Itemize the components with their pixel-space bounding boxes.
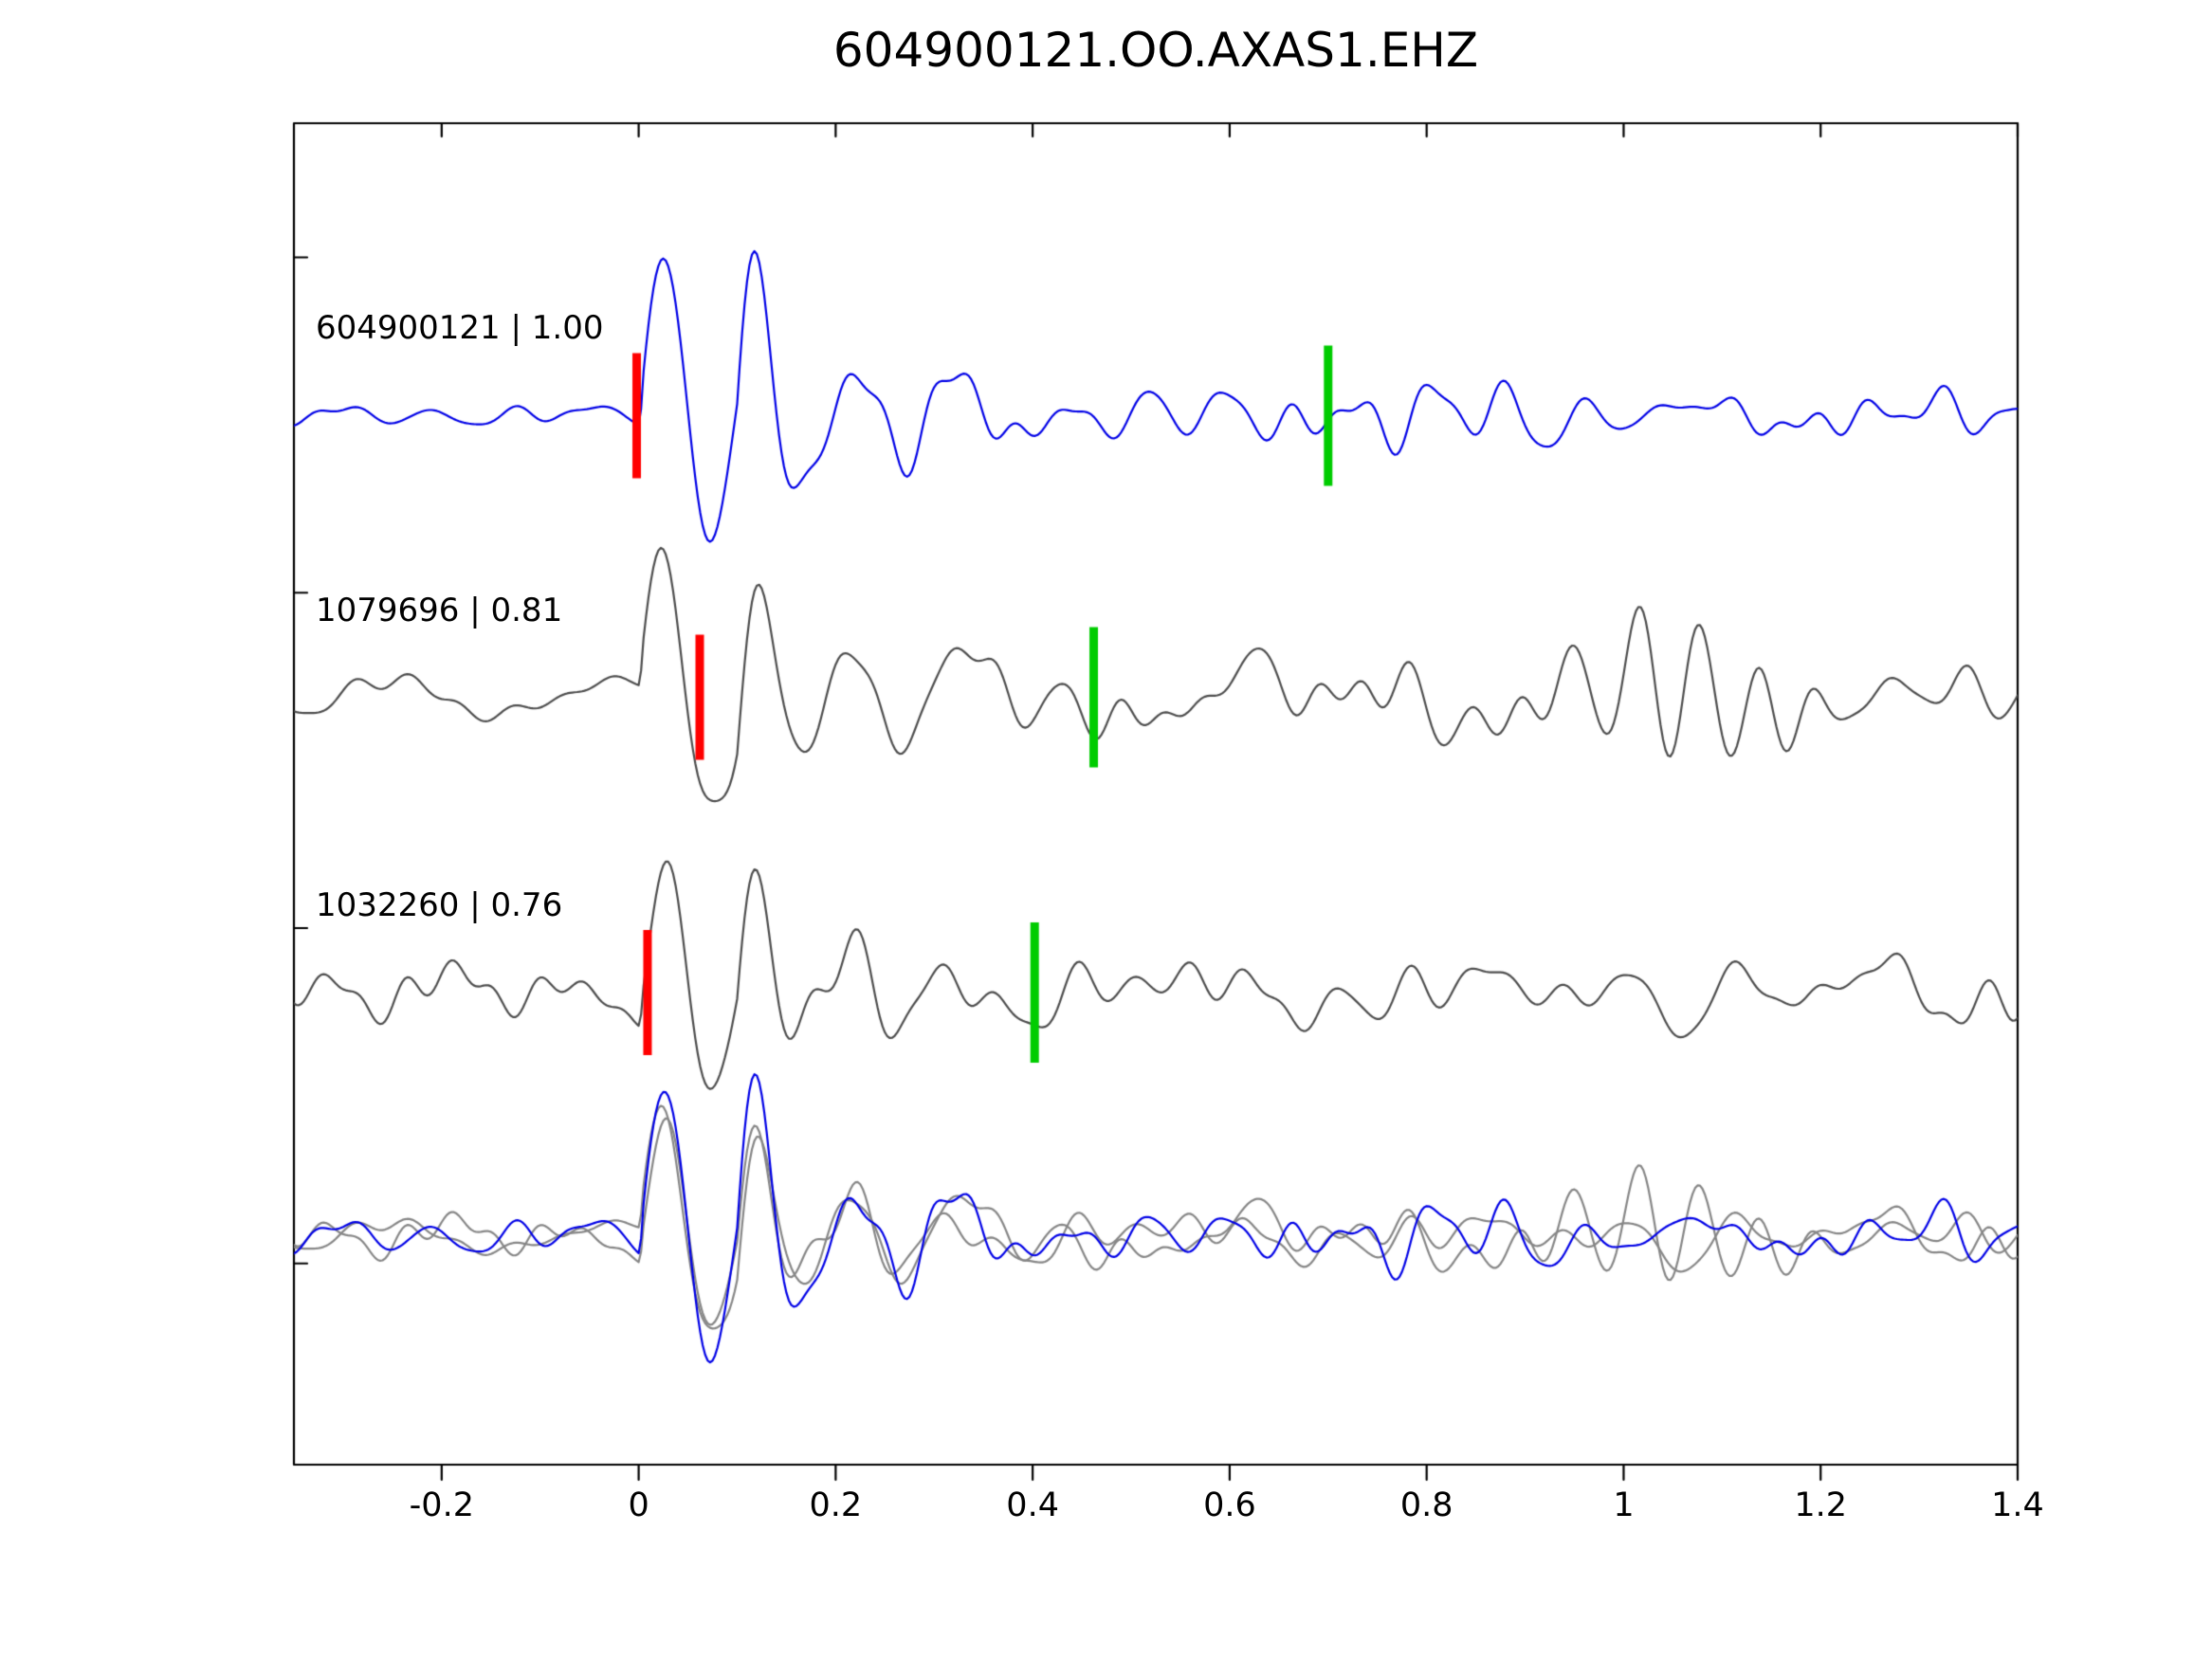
x-tick-label: 0.6 [1203, 1486, 1256, 1524]
x-tick-label: 1.4 [1991, 1486, 2044, 1524]
x-tick-label: 0.8 [1399, 1486, 1453, 1524]
x-tick-label: 1 [1613, 1486, 1635, 1524]
trace-label: 604900121 | 1.00 [316, 309, 604, 348]
x-tick-label: 0.2 [809, 1486, 863, 1524]
x-tick-label: 0 [628, 1486, 649, 1524]
x-tick-label: -0.2 [409, 1486, 474, 1524]
chart-title: 604900121.OO.AXAS1.EHZ [832, 23, 1479, 78]
trace-label: 1079696 | 0.81 [316, 591, 563, 629]
x-tick-label: 0.4 [1006, 1486, 1059, 1524]
trace-label: 1032260 | 0.76 [316, 885, 563, 924]
x-tick-label: 1.2 [1794, 1486, 1848, 1524]
